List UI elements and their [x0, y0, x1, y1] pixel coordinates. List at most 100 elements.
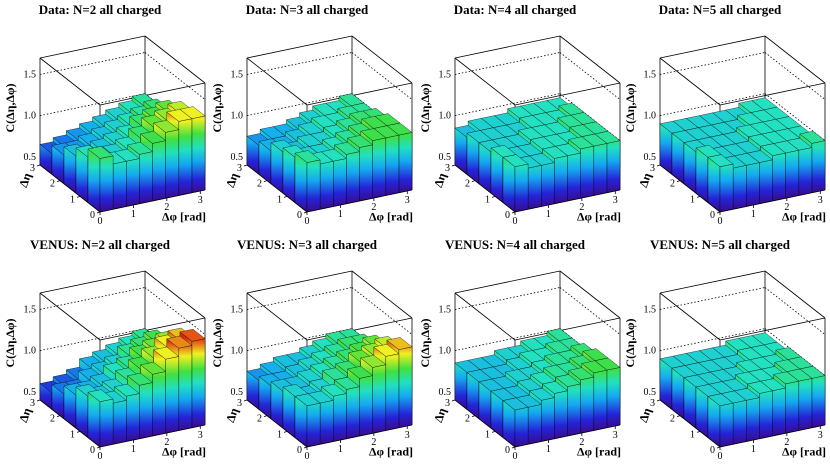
y-tick	[283, 195, 288, 198]
grid-line	[246, 287, 353, 310]
y-tick-label: 3	[445, 398, 450, 409]
bar-front	[514, 163, 529, 213]
y-tick-label: 2	[670, 414, 675, 425]
bar-front	[319, 400, 334, 445]
y-tick-label: 0	[90, 445, 95, 456]
bar-top	[386, 337, 413, 350]
y-tick	[511, 211, 516, 214]
box-edge	[454, 57, 516, 106]
z-tick-label: 1.0	[644, 346, 657, 357]
x-axis	[514, 189, 621, 213]
grid-line	[246, 93, 353, 117]
box-edge	[99, 317, 206, 341]
z-tick-label: 0.5	[231, 152, 244, 163]
x-axis-label: Δφ [rad]	[577, 444, 621, 458]
z-tick-label: 0.5	[24, 387, 37, 398]
grid-line	[39, 328, 146, 352]
y-tick-label: 3	[30, 163, 35, 174]
box-edge	[659, 57, 721, 106]
bar-top	[568, 136, 595, 150]
box-edge	[659, 35, 766, 59]
bar-top	[87, 389, 114, 402]
bar-front	[165, 356, 179, 434]
y-tick	[36, 164, 41, 167]
x-tick-label: 3	[198, 195, 203, 206]
x-axis	[306, 189, 413, 213]
y-tick-label: 3	[650, 163, 655, 174]
x-tick-label: 1	[546, 209, 551, 220]
y-tick	[716, 211, 721, 214]
x-tick-label: 0	[98, 451, 103, 462]
bar-front	[719, 163, 734, 213]
box-edge	[246, 57, 308, 106]
grid-line	[39, 52, 146, 75]
y-tick-label: 1	[70, 194, 75, 205]
bar-front	[798, 147, 813, 196]
box-edge	[454, 270, 561, 294]
y-tick	[76, 195, 81, 198]
y-axis	[39, 399, 101, 448]
y-tick	[303, 211, 308, 214]
x-axis	[514, 424, 621, 448]
z-tick-label: 0.5	[24, 152, 37, 163]
bar-front	[112, 160, 127, 210]
box-edge	[514, 82, 621, 106]
box-edge	[764, 35, 826, 84]
x-tick-label: 2	[784, 202, 789, 213]
y-tick-label: 2	[50, 414, 55, 425]
bar-top	[707, 154, 734, 167]
box-edge	[559, 270, 621, 319]
y-tick-label: 0	[297, 445, 302, 456]
bar-front	[178, 118, 193, 196]
bar-top	[541, 146, 568, 159]
bar-top	[360, 355, 387, 368]
bar-front	[385, 353, 400, 431]
box-edge	[719, 317, 826, 341]
box-edge	[246, 270, 353, 294]
bar-front	[541, 162, 555, 207]
y-tick-label: 2	[257, 414, 262, 425]
box-edge	[39, 35, 146, 59]
bar-top	[746, 381, 773, 394]
box-edge	[514, 317, 621, 341]
y-tick	[243, 164, 248, 167]
x-axis-label: Δφ [rad]	[369, 209, 413, 223]
grid-line	[454, 287, 561, 310]
x-tick-label: 1	[131, 444, 136, 455]
bar-front	[732, 165, 747, 210]
x-axis-label: Δφ [rad]	[577, 209, 621, 223]
x-tick-label: 0	[513, 451, 518, 462]
bar-front	[306, 159, 321, 213]
bar-front	[785, 149, 799, 199]
bar-top	[581, 360, 608, 374]
bar-front	[126, 158, 140, 207]
z-tick-label: 0.5	[644, 152, 657, 163]
y-tick-label: 1	[277, 429, 282, 440]
z-tick-label: 1.0	[24, 111, 37, 122]
bar-front	[593, 369, 608, 431]
grid-line	[144, 287, 206, 335]
bar-front	[333, 393, 347, 442]
z-tick-label: 0.5	[439, 152, 452, 163]
x-tick-label: 3	[818, 430, 823, 441]
bar-front	[306, 402, 321, 448]
x-axis	[719, 424, 826, 448]
bar-front	[346, 386, 360, 440]
grid-line	[559, 52, 621, 100]
y-tick	[243, 399, 248, 402]
bar-top	[140, 361, 167, 375]
bar-front	[346, 151, 360, 205]
box-edge	[351, 270, 413, 319]
y-axis	[659, 399, 721, 448]
bar-front	[191, 115, 206, 194]
x-axis	[99, 424, 206, 448]
y-tick-label: 1	[70, 429, 75, 440]
grid-line	[351, 52, 413, 100]
bar-top	[166, 109, 193, 122]
grid-line	[659, 328, 766, 352]
z-axis-label: C(Δη,Δφ)	[210, 318, 224, 367]
bar-top	[113, 383, 140, 397]
bar-front	[785, 380, 799, 434]
chart-title: VENUS: N=4 all charged	[445, 237, 586, 252]
y-axis-label: Δη	[636, 171, 654, 189]
